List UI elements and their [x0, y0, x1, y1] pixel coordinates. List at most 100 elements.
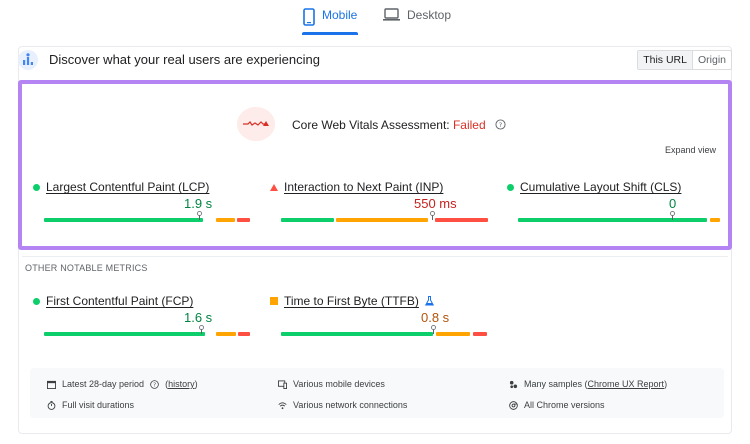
history-link[interactable]: history: [168, 379, 195, 389]
poor-segment: [238, 332, 250, 336]
assessment-failed-icon: [237, 107, 275, 141]
stopwatch-icon: [47, 400, 56, 410]
tab-desktop[interactable]: Desktop: [383, 8, 451, 36]
tab-desktop-label: Desktop: [407, 8, 452, 22]
needs-improvement-segment: [710, 218, 720, 222]
percentile-marker: [197, 211, 202, 220]
chrome-ux-report-link[interactable]: Chrome UX Report: [587, 379, 665, 389]
good-status-icon: [33, 297, 40, 305]
metric-fcp-label[interactable]: First Contentful Paint (FCP): [46, 294, 194, 308]
devices-icon: [278, 379, 287, 389]
samples-text: Many samples (Chrome UX Report): [524, 379, 667, 389]
active-tab-indicator: [302, 32, 358, 35]
metric-inp-value: 550 ms: [414, 196, 457, 211]
this-url-button[interactable]: This URL: [638, 51, 693, 69]
good-segment: [518, 218, 707, 222]
metric-fcp: First Contentful Paint (FCP) 1.6 s: [33, 294, 250, 344]
assessment-label: Core Web Vitals Assessment:: [292, 118, 450, 132]
metric-ttfb-distribution-bar: [281, 325, 488, 336]
devices-text: Various mobile devices: [293, 379, 385, 389]
network-text: Various network connections: [293, 400, 408, 410]
metric-cls-distribution-bar: [518, 211, 725, 222]
metric-ttfb-value: 0.8 s: [421, 310, 450, 325]
wifi-icon: [278, 401, 287, 409]
section-divider: [22, 256, 728, 257]
good-segment: [281, 332, 433, 336]
metric-lcp-value: 1.9 s: [184, 196, 213, 211]
versions-info: All Chrome versions: [509, 400, 605, 410]
samples-info: Many samples (Chrome UX Report): [509, 379, 667, 389]
metric-cls: Cumulative Layout Shift (CLS) 0: [507, 180, 720, 230]
percentile-marker: [431, 325, 436, 334]
good-segment: [281, 218, 334, 222]
percentile-marker: [670, 211, 675, 220]
device-tabs: Mobile Desktop: [0, 0, 750, 36]
good-segment: [44, 332, 205, 336]
users-chart-icon: [18, 50, 38, 70]
metric-name-row: Time to First Byte (TTFB): [270, 294, 434, 308]
help-icon[interactable]: ?: [150, 379, 159, 389]
tab-mobile[interactable]: Mobile: [303, 8, 357, 36]
history-link-wrapper: (history): [165, 379, 198, 389]
phone-icon: [303, 8, 315, 26]
metric-cls-value: 0: [669, 196, 677, 211]
versions-text: All Chrome versions: [524, 400, 605, 410]
period-text: Latest 28-day period: [62, 379, 145, 389]
calendar-icon: [47, 380, 56, 389]
metric-inp-distribution-bar: [281, 211, 488, 222]
laptop-icon: [383, 8, 400, 21]
durations-text: Full visit durations: [62, 400, 135, 410]
metric-name-row: Largest Contentful Paint (LCP): [33, 180, 209, 194]
tab-mobile-label: Mobile: [322, 8, 358, 22]
samples-icon: [509, 380, 518, 388]
needs-improvement-status-icon: [270, 297, 278, 305]
metric-ttfb: Time to First Byte (TTFB) 0.8 s: [270, 294, 487, 344]
metric-cls-label[interactable]: Cumulative Layout Shift (CLS): [520, 180, 682, 194]
field-data-title: Discover what your real users are experi…: [49, 52, 320, 67]
poor-status-icon: [270, 183, 278, 191]
metric-name-row: Cumulative Layout Shift (CLS): [507, 180, 681, 194]
url-origin-toggle: This URL Origin: [637, 50, 732, 70]
samples-suffix: ): [664, 379, 668, 389]
poor-segment: [435, 218, 488, 222]
field-data-header: Discover what your real users are experi…: [18, 48, 732, 74]
metric-name-row: Interaction to Next Paint (INP): [270, 180, 443, 194]
core-web-vitals-highlight: [18, 80, 732, 250]
network-info: Various network connections: [278, 400, 407, 410]
metric-name-row: First Contentful Paint (FCP): [33, 294, 193, 308]
devices-info: Various mobile devices: [278, 379, 385, 389]
needs-improvement-segment: [216, 218, 235, 222]
svg-text:?: ?: [499, 121, 502, 129]
metric-fcp-value: 1.6 s: [184, 310, 213, 325]
metric-lcp-label[interactable]: Largest Contentful Paint (LCP): [46, 180, 210, 194]
needs-improvement-segment: [336, 218, 428, 222]
assessment-status: Failed: [452, 118, 486, 132]
metric-ttfb-label[interactable]: Time to First Byte (TTFB): [284, 294, 419, 308]
percentile-marker: [199, 325, 204, 334]
metric-lcp-distribution-bar: [44, 211, 251, 222]
expand-view-link[interactable]: Expand view: [665, 145, 717, 155]
flask-icon: [424, 296, 434, 306]
durations-info: Full visit durations: [47, 400, 134, 410]
good-status-icon: [507, 183, 514, 191]
metric-inp: Interaction to Next Paint (INP) 550 ms: [270, 180, 488, 230]
data-source-info: Latest 28-day period ? (history) Various…: [30, 368, 724, 418]
poor-segment: [473, 332, 487, 336]
good-segment: [44, 218, 203, 222]
metric-lcp: Largest Contentful Paint (LCP) 1.9 s: [33, 180, 250, 230]
good-status-icon: [33, 183, 40, 191]
help-icon[interactable]: ?: [495, 119, 506, 130]
other-metrics-heading: OTHER NOTABLE METRICS: [25, 263, 148, 273]
percentile-marker: [430, 211, 435, 220]
metric-fcp-distribution-bar: [44, 325, 251, 336]
poor-segment: [237, 218, 250, 222]
assessment-title: Core Web Vitals Assessment: Failed: [292, 118, 486, 132]
chrome-icon: [509, 400, 518, 410]
svg-text:?: ?: [153, 382, 156, 388]
metric-inp-label[interactable]: Interaction to Next Paint (INP): [284, 180, 444, 194]
needs-improvement-segment: [216, 332, 236, 336]
period-info: Latest 28-day period ? (history): [47, 379, 198, 389]
needs-improvement-segment: [436, 332, 470, 336]
samples-prefix: Many samples (: [524, 379, 588, 389]
origin-button[interactable]: Origin: [697, 54, 726, 66]
